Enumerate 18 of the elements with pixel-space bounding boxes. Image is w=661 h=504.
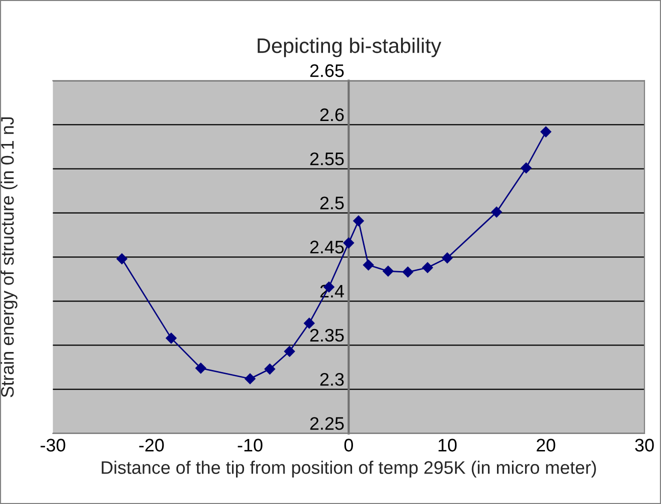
y-axis-title: Strain energy of structure (in 0.1 nJ [0,117,18,398]
x-tick-label: 20 [536,438,556,452]
chart-title: Depicting bi-stability [258,38,442,58]
y-tick-label: 2.25 [310,417,344,430]
y-tick-label: 2.45 [310,240,344,254]
y-tick-label: 2.5 [320,196,344,210]
y-tick-label: 2.3 [320,372,344,386]
x-tick-label: 10 [438,438,457,452]
y-tick-label: 2.35 [310,328,344,342]
x-tick-label: -10 [238,438,262,452]
y-tick-label: 2.6 [320,108,344,122]
y-tick-label: 2.55 [310,152,344,166]
x-tick-label: 0 [344,438,353,452]
x-axis-title: Distance of the tip from position of temp 295K (in micro meter) [102,460,596,478]
y-tick-label: 2.65 [310,64,344,78]
x-tick-label: -30 [40,438,66,452]
x-tick-label: -20 [139,438,164,452]
x-tick-label: 30 [635,438,654,452]
